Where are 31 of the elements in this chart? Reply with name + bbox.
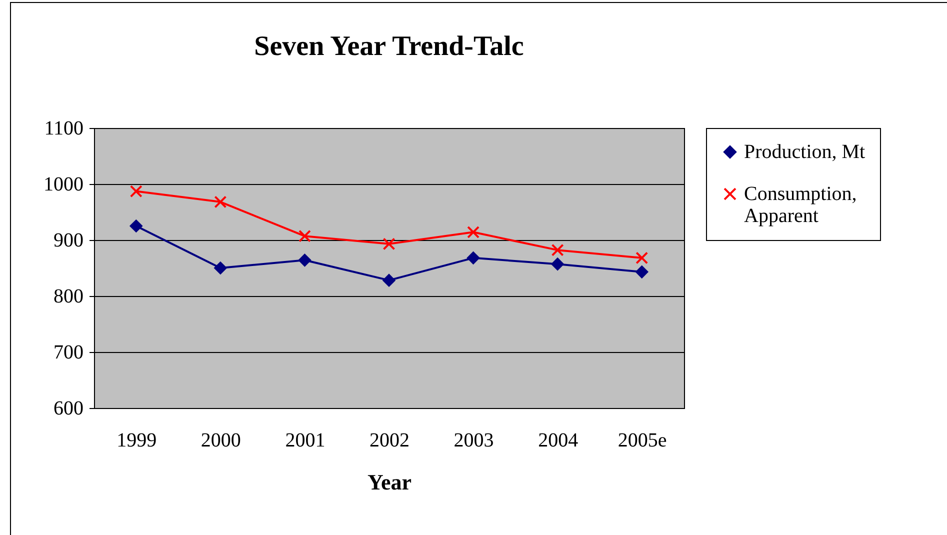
y-tick-label: 600: [54, 398, 84, 420]
point: [467, 252, 480, 264]
point: [298, 230, 311, 242]
point: [214, 196, 227, 208]
point: [382, 238, 396, 250]
x-tick-label: 2001: [285, 430, 326, 452]
point: [130, 220, 142, 232]
x-tick-label: 2003: [454, 430, 494, 452]
x-axis-title: Year: [368, 470, 412, 494]
legend-label: Production, Mt: [744, 141, 866, 163]
y-tick-label: 900: [54, 230, 84, 252]
point: [636, 252, 648, 264]
y-tick-label: 800: [54, 286, 84, 308]
legend-label: Consumption, Apparent: [744, 183, 857, 227]
point: [382, 274, 396, 287]
point: [636, 266, 648, 278]
y-tick-label: 1100: [44, 118, 84, 140]
x-tick-label: 2004: [538, 430, 578, 452]
x-tick-label: 2000: [200, 430, 241, 452]
x-tick-label: 2002: [370, 430, 410, 452]
point: [467, 226, 480, 238]
point: [214, 262, 227, 274]
x-tick-label: 1999: [116, 430, 157, 452]
y-tick-label: 700: [54, 342, 84, 364]
chart-title: Seven Year Trend-Talc: [254, 31, 524, 62]
point: [298, 254, 311, 266]
point: [551, 244, 564, 256]
x-tick-label: 2005e: [618, 430, 667, 452]
y-tick-label: 1000: [44, 174, 84, 196]
point: [551, 258, 564, 270]
point: [130, 185, 142, 198]
